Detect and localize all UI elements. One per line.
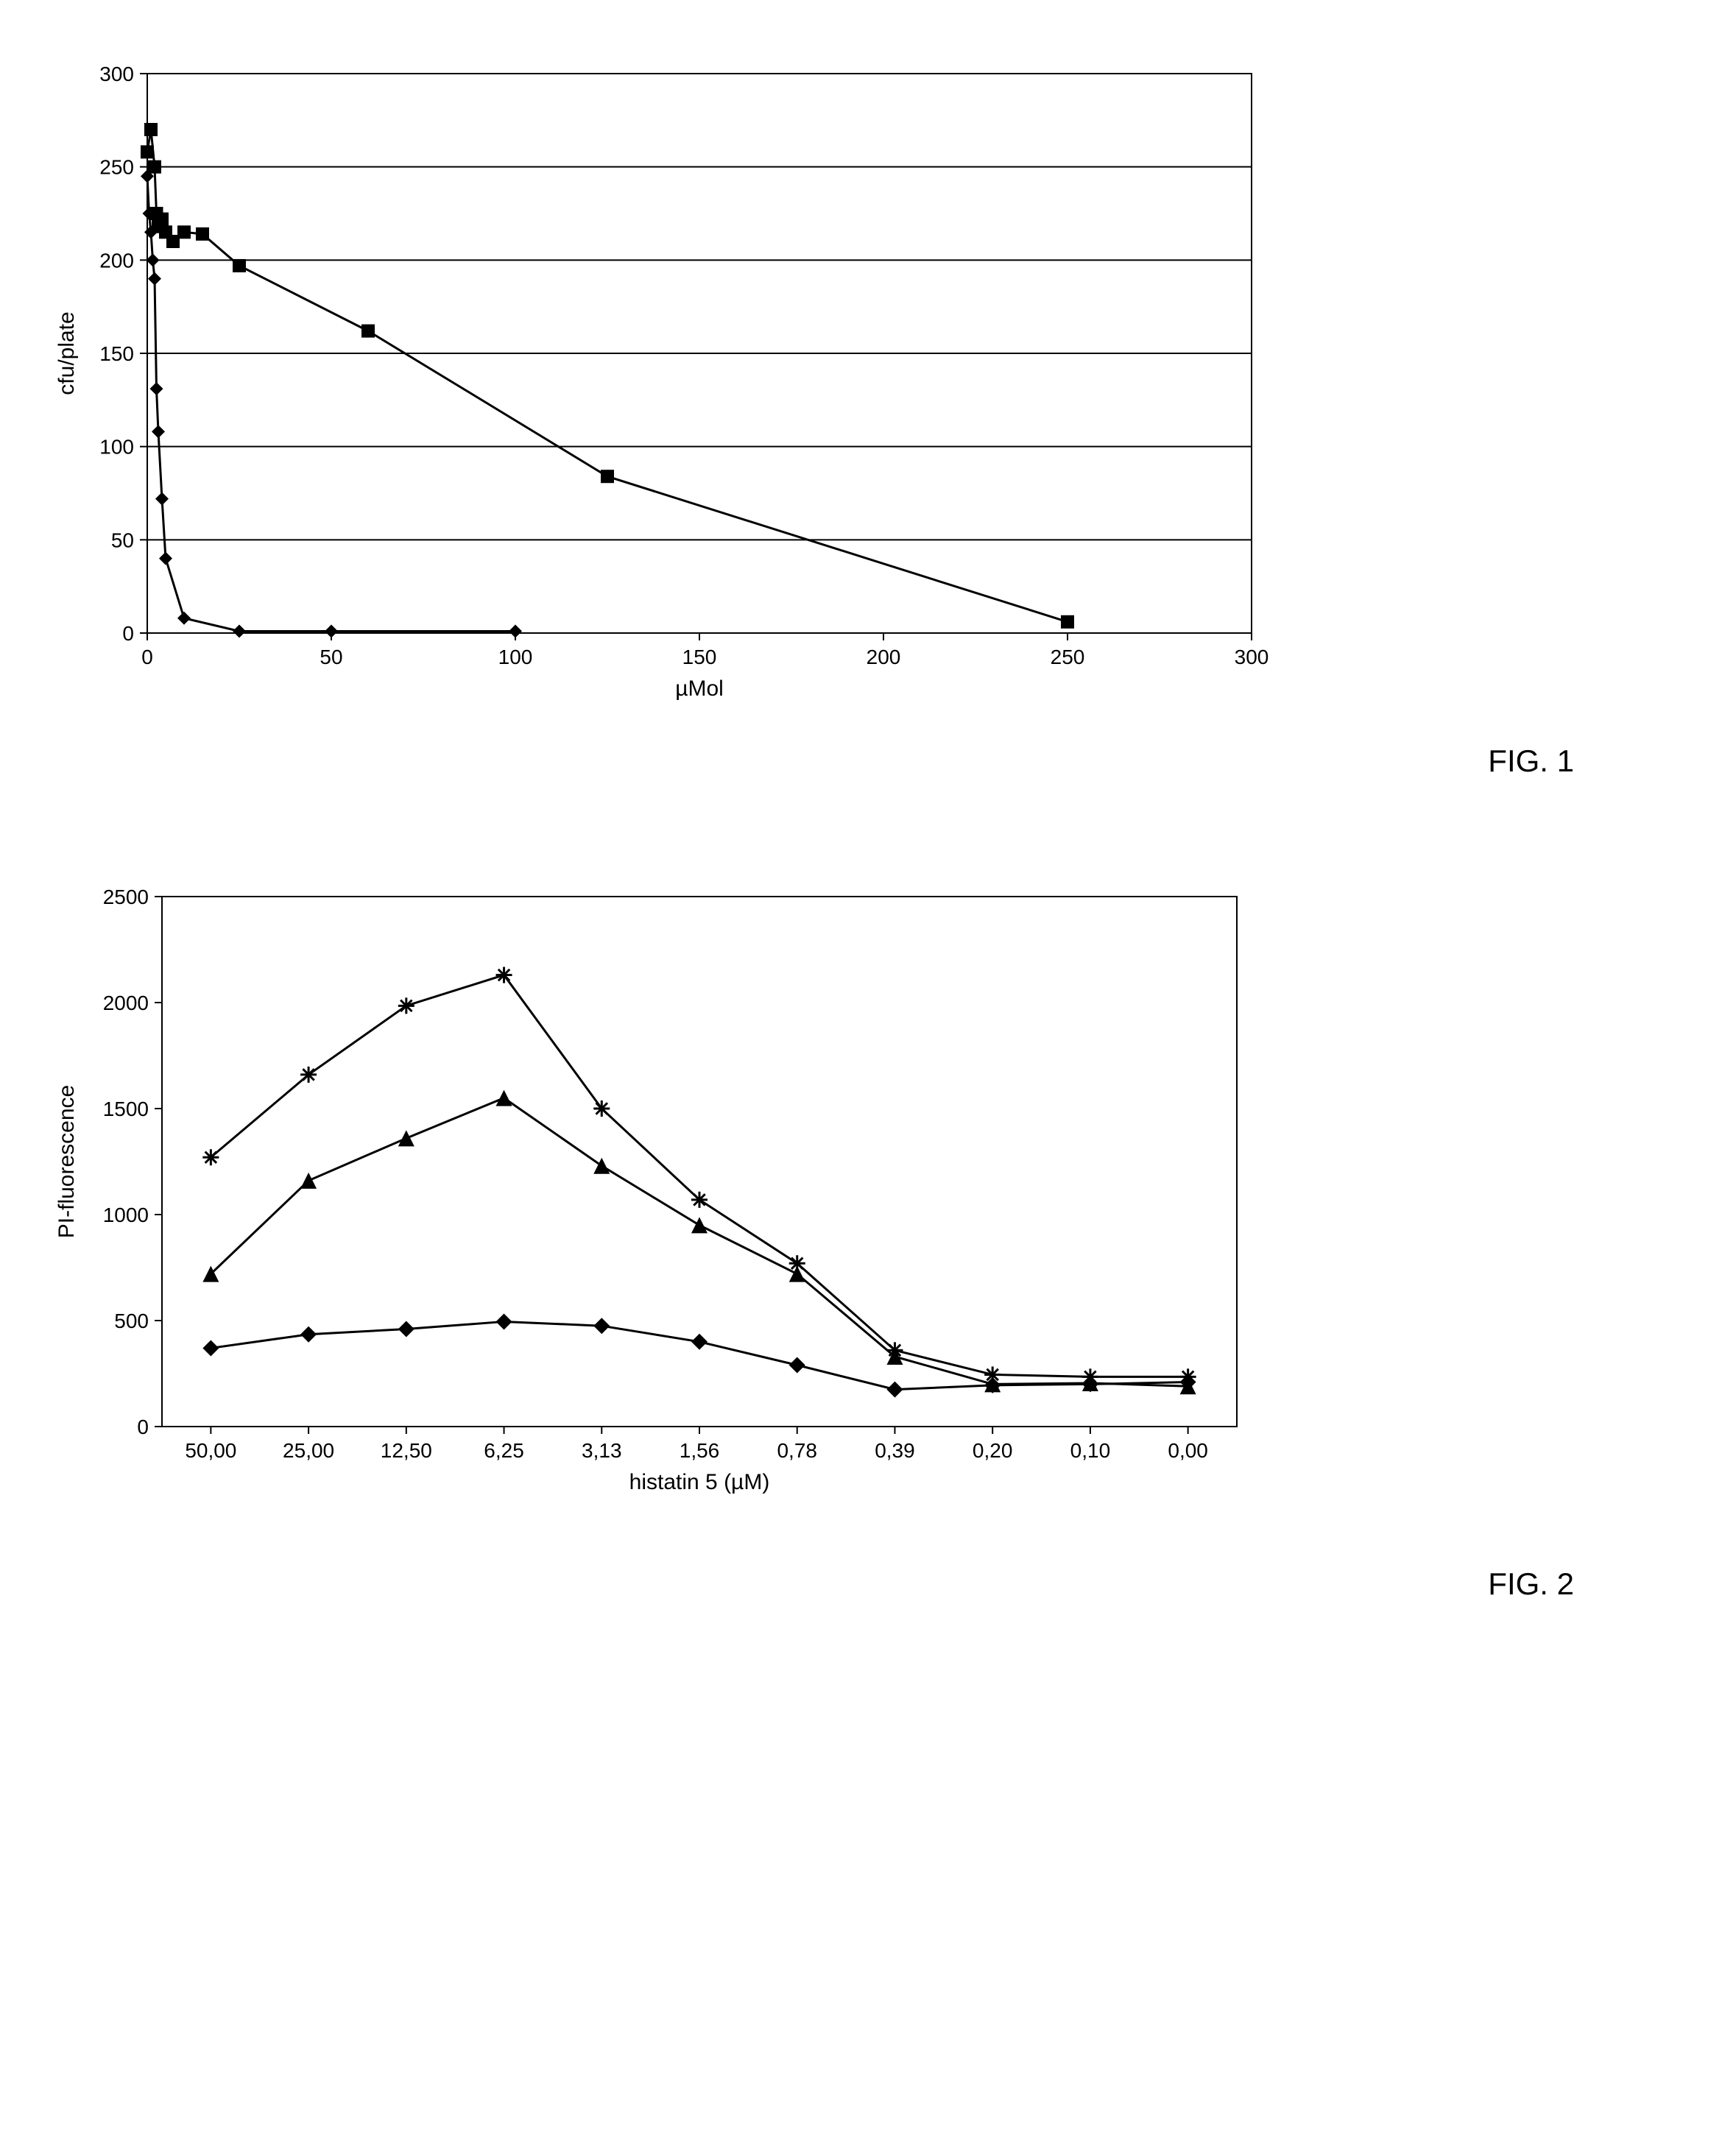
svg-text:0: 0 [141,646,153,668]
svg-text:µMol: µMol [675,676,724,701]
svg-text:0,39: 0,39 [875,1439,915,1462]
svg-text:cfu/plate: cfu/plate [54,311,79,395]
svg-text:0,00: 0,00 [1168,1439,1208,1462]
svg-text:0,78: 0,78 [777,1439,817,1462]
svg-text:2000: 2000 [103,992,149,1014]
figure-2-label: FIG. 2 [29,1566,1707,1602]
svg-text:50,00: 50,00 [185,1439,236,1462]
svg-text:300: 300 [1235,646,1269,668]
svg-text:500: 500 [114,1310,149,1332]
svg-text:200: 200 [867,646,901,668]
svg-text:2500: 2500 [103,886,149,908]
svg-text:0: 0 [122,622,134,645]
svg-text:0,20: 0,20 [973,1439,1013,1462]
svg-text:PI-fluorescence: PI-fluorescence [54,1085,79,1238]
svg-text:1500: 1500 [103,1098,149,1120]
svg-text:0,10: 0,10 [1070,1439,1111,1462]
svg-text:1000: 1000 [103,1204,149,1226]
svg-text:50: 50 [320,646,342,668]
svg-text:250: 250 [1051,646,1085,668]
figure-1-block: 0 50 100 150 200 250 300 0 50 100 150 200 250 300 µMol… [29,44,1707,779]
svg-text:0: 0 [137,1416,149,1438]
svg-text:200: 200 [99,249,134,272]
svg-text:6,25: 6,25 [484,1439,524,1462]
svg-text:250: 250 [99,156,134,179]
figure-2-chart: 0 500 1000 1500 2000 2500 50,00 25,00 12,50 6,25 3… [29,867,1707,1530]
figure-1-chart: 0 50 100 150 200 250 300 0 50 100 150 200 250 300 µMol… [29,44,1707,707]
figure-2-block: 0 500 1000 1500 2000 2500 50,00 25,00 12,50 6,25 3… [29,867,1707,1602]
svg-text:1,56: 1,56 [680,1439,720,1462]
svg-text:100: 100 [498,646,533,668]
svg-text:50: 50 [111,529,134,551]
svg-text:150: 150 [682,646,717,668]
svg-text:150: 150 [99,342,134,365]
svg-text:12,50: 12,50 [381,1439,432,1462]
svg-text:3,13: 3,13 [582,1439,622,1462]
svg-text:300: 300 [99,63,134,85]
svg-text:25,00: 25,00 [283,1439,334,1462]
figure-1-label: FIG. 1 [29,743,1707,779]
svg-text:histatin 5 (µM): histatin 5 (µM) [629,1470,770,1494]
svg-text:100: 100 [99,436,134,459]
